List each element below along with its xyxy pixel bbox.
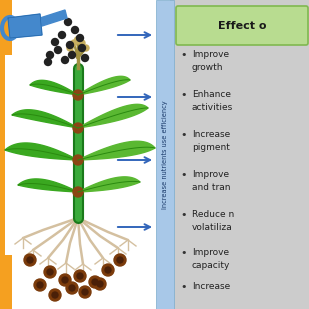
Text: •: • — [180, 130, 187, 140]
Circle shape — [71, 40, 77, 46]
Circle shape — [105, 267, 111, 273]
Circle shape — [82, 54, 88, 61]
Circle shape — [79, 286, 91, 298]
Circle shape — [77, 35, 83, 41]
Circle shape — [66, 41, 74, 49]
Text: capacity: capacity — [192, 261, 231, 270]
Circle shape — [102, 264, 114, 276]
Circle shape — [52, 39, 58, 45]
Circle shape — [83, 45, 89, 51]
Circle shape — [73, 90, 83, 100]
Circle shape — [34, 279, 46, 291]
Circle shape — [117, 257, 123, 263]
Circle shape — [37, 282, 43, 288]
Text: Increase nutrients use efficiency: Increase nutrients use efficiency — [162, 101, 168, 209]
Circle shape — [73, 155, 83, 165]
Bar — [5, 55, 25, 255]
Polygon shape — [18, 179, 78, 192]
Text: Improve: Improve — [192, 50, 229, 59]
Circle shape — [73, 187, 83, 197]
Bar — [0, 0, 12, 309]
Text: Reduce n: Reduce n — [192, 210, 234, 219]
Circle shape — [65, 19, 71, 26]
Circle shape — [58, 32, 66, 39]
Circle shape — [73, 123, 83, 133]
Circle shape — [52, 292, 58, 298]
Circle shape — [44, 266, 56, 278]
Circle shape — [69, 285, 75, 291]
Circle shape — [67, 45, 73, 51]
Text: •: • — [180, 210, 187, 220]
Circle shape — [27, 257, 33, 263]
Text: pigment: pigment — [192, 143, 230, 152]
Circle shape — [82, 289, 88, 295]
Text: •: • — [180, 90, 187, 100]
Circle shape — [62, 277, 68, 283]
Polygon shape — [78, 141, 155, 160]
Circle shape — [77, 273, 83, 279]
Text: Enhance: Enhance — [192, 90, 231, 99]
Polygon shape — [8, 14, 42, 38]
Polygon shape — [78, 104, 148, 128]
Text: •: • — [180, 170, 187, 180]
Polygon shape — [40, 10, 67, 26]
Circle shape — [44, 58, 52, 66]
Text: Effect o: Effect o — [218, 21, 266, 31]
Text: activities: activities — [192, 103, 233, 112]
Circle shape — [74, 270, 86, 282]
Circle shape — [59, 274, 71, 286]
Bar — [170, 0, 309, 309]
Circle shape — [94, 278, 106, 290]
Circle shape — [46, 52, 53, 58]
Circle shape — [47, 269, 53, 275]
Bar — [156, 0, 174, 309]
Text: and tran: and tran — [192, 183, 231, 192]
Circle shape — [54, 46, 61, 53]
Text: Improve: Improve — [192, 248, 229, 257]
Circle shape — [74, 36, 82, 44]
Circle shape — [24, 254, 36, 266]
Circle shape — [79, 40, 85, 46]
Circle shape — [78, 44, 86, 52]
Circle shape — [114, 254, 126, 266]
Circle shape — [49, 289, 61, 301]
Text: •: • — [180, 282, 187, 292]
Circle shape — [69, 52, 75, 58]
Circle shape — [61, 57, 69, 64]
Polygon shape — [78, 177, 140, 192]
Text: volatiliza: volatiliza — [192, 223, 233, 232]
Text: •: • — [180, 50, 187, 60]
Text: Increase: Increase — [192, 130, 230, 139]
Text: •: • — [180, 248, 187, 258]
Circle shape — [66, 282, 78, 294]
Text: Increase: Increase — [192, 282, 230, 291]
Polygon shape — [12, 110, 78, 128]
Polygon shape — [5, 143, 78, 160]
Text: growth: growth — [192, 63, 223, 72]
Circle shape — [97, 281, 103, 287]
FancyBboxPatch shape — [176, 6, 308, 45]
Circle shape — [89, 276, 101, 288]
Polygon shape — [30, 80, 78, 95]
Text: Improve: Improve — [192, 170, 229, 179]
Circle shape — [92, 279, 98, 285]
Polygon shape — [78, 76, 130, 95]
Circle shape — [71, 27, 78, 33]
